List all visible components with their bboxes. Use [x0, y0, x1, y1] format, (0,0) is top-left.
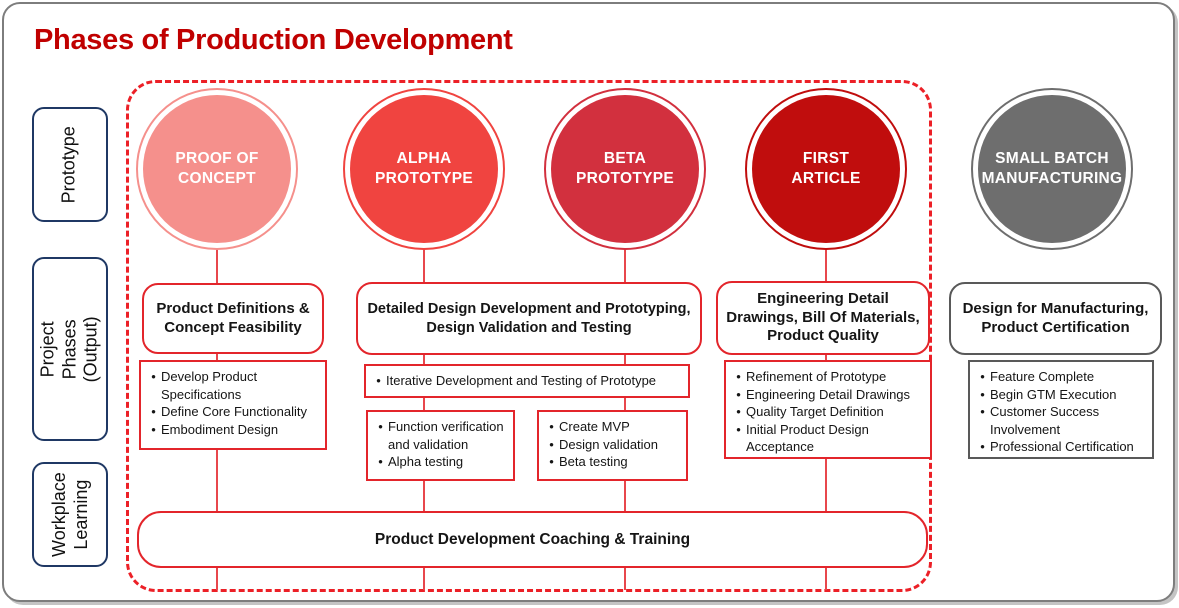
bullet-box-concept: Develop Product Specifications Define Co… [139, 360, 327, 450]
phase-circle-small-batch-manufacturing: SMALL BATCH MANUFACTURING [971, 88, 1133, 250]
bullet-dot-icon [731, 421, 746, 456]
bullet-item: Engineering Detail Drawings [731, 386, 926, 404]
bullet-dot-icon [731, 386, 746, 404]
row-label-text: Workplace Learning [48, 472, 91, 557]
bullet-dot-icon [544, 436, 559, 454]
row-label-project-phases: Project Phases (Output) [32, 257, 108, 441]
bullet-box-iterative: Iterative Development and Testing of Pro… [364, 364, 690, 398]
bullet-dot-icon [731, 368, 746, 386]
bullet-dot-icon [146, 403, 161, 421]
bullet-item: Alpha testing [373, 453, 509, 471]
row-label-workplace-learning: Workplace Learning [32, 462, 108, 567]
bullet-item: Create MVP [544, 418, 682, 436]
circle-fill: FIRST ARTICLE [752, 95, 900, 243]
bullet-box-alpha-testing: Function verification and validation Alp… [366, 410, 515, 481]
bullet-dot-icon [373, 418, 388, 453]
bullet-dot-icon [544, 418, 559, 436]
bullet-dot-icon [731, 403, 746, 421]
circle-fill: PROOF OF CONCEPT [143, 95, 291, 243]
bullet-box-engineering: Refinement of Prototype Engineering Deta… [724, 360, 932, 459]
bullet-item: Begin GTM Execution [975, 386, 1148, 404]
bullet-item: Beta testing [544, 453, 682, 471]
circle-fill: BETA PROTOTYPE [551, 95, 699, 243]
bullet-item: Feature Complete [975, 368, 1148, 386]
page-title: Phases of Production Development [34, 24, 513, 56]
bullet-item: Professional Certification [975, 438, 1148, 456]
bullet-dot-icon [975, 438, 990, 456]
bullet-item: Function verification and validation [373, 418, 509, 453]
coaching-box: Product Development Coaching & Training [137, 511, 928, 568]
bullet-item: Define Core Functionality [146, 403, 321, 421]
row-label-prototype: Prototype [32, 107, 108, 222]
bullet-dot-icon [146, 421, 161, 439]
bullet-item: Customer Success Involvement [975, 403, 1148, 438]
bullet-item: Initial Product Design Acceptance [731, 421, 926, 456]
header-box-detailed-design: Detailed Design Development and Prototyp… [356, 282, 702, 355]
row-label-text: Project Phases (Output) [37, 315, 101, 383]
circle-label: SMALL BATCH MANUFACTURING [981, 149, 1123, 187]
bullet-item: Quality Target Definition [731, 403, 926, 421]
header-box-engineering: Engineering Detail Drawings, Bill Of Mat… [716, 281, 930, 355]
phase-circle-first-article: FIRST ARTICLE [745, 88, 907, 250]
bullet-dot-icon [544, 453, 559, 471]
circle-label: BETA PROTOTYPE [575, 149, 675, 187]
bullet-item: Design validation [544, 436, 682, 454]
phase-circle-beta-prototype: BETA PROTOTYPE [544, 88, 706, 250]
bullet-item: Iterative Development and Testing of Pro… [371, 372, 684, 390]
bullet-box-manufacturing: Feature Complete Begin GTM Execution Cus… [968, 360, 1154, 459]
bullet-dot-icon [975, 386, 990, 404]
bullet-item: Develop Product Specifications [146, 368, 321, 403]
phase-circle-alpha-prototype: ALPHA PROTOTYPE [343, 88, 505, 250]
header-box-concept: Product Definitions & Concept Feasibilit… [142, 283, 324, 354]
header-box-manufacturing: Design for Manufacturing, Product Certif… [949, 282, 1162, 355]
circle-fill: ALPHA PROTOTYPE [350, 95, 498, 243]
bullet-box-beta-testing: Create MVP Design validation Beta testin… [537, 410, 688, 481]
circle-label: FIRST ARTICLE [791, 149, 861, 187]
bullet-dot-icon [373, 453, 388, 471]
phase-circle-proof-of-concept: PROOF OF CONCEPT [136, 88, 298, 250]
bullet-item: Embodiment Design [146, 421, 321, 439]
circle-label: ALPHA PROTOTYPE [374, 149, 474, 187]
bullet-item: Refinement of Prototype [731, 368, 926, 386]
bullet-dot-icon [975, 403, 990, 438]
bullet-dot-icon [146, 368, 161, 403]
row-label-text: Prototype [59, 125, 80, 204]
bullet-dot-icon [975, 368, 990, 386]
circle-label: PROOF OF CONCEPT [175, 149, 259, 187]
bullet-dot-icon [371, 372, 386, 390]
dashed-scope-border [126, 80, 932, 592]
circle-fill: SMALL BATCH MANUFACTURING [978, 95, 1126, 243]
